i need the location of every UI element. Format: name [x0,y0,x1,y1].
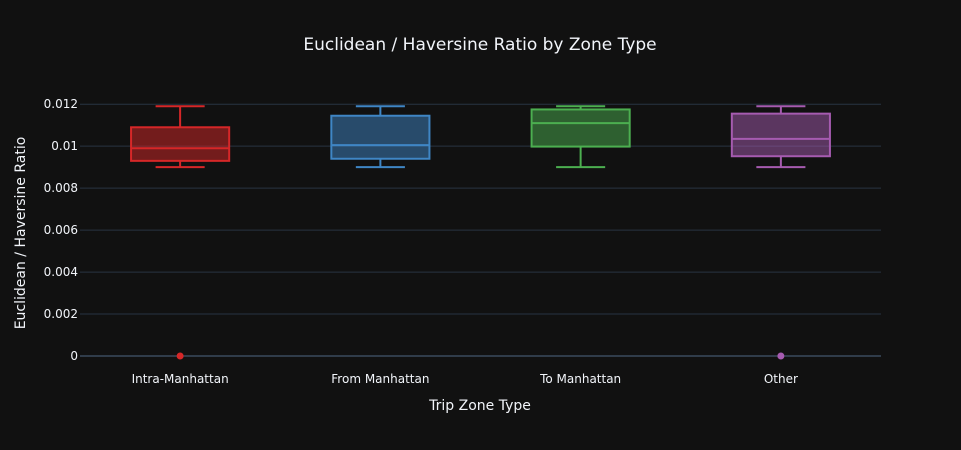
x-tick-label: Other [764,372,798,386]
outlier-point [176,352,184,360]
y-tick-label: 0.004 [44,265,78,279]
box-traces [130,105,831,360]
box-trace [530,105,631,169]
y-tick-labels: 0 0.002 0.004 0.006 0.008 0.01 0.012 [44,97,78,363]
box [330,114,431,160]
box-trace [330,105,431,169]
y-tick-label: 0.008 [44,181,78,195]
x-axis-title: Trip Zone Type [428,398,531,414]
outlier-point [777,352,785,360]
box-trace [730,105,831,360]
y-tick-label: 0 [70,349,78,363]
x-tick-label: Intra-Manhattan [132,372,229,386]
box [530,108,631,148]
x-tick-label: From Manhattan [331,372,429,386]
y-tick-label: 0.006 [44,223,78,237]
x-tick-labels: Intra-Manhattan From Manhattan To Manhatta… [132,372,798,386]
y-tick-label: 0.01 [51,139,78,153]
y-axis-title: Euclidean / Haversine Ratio [13,137,29,330]
box [130,126,231,162]
x-tick-label: To Manhattan [539,372,621,386]
y-tick-label: 0.012 [44,97,78,111]
chart-title: Euclidean / Haversine Ratio by Zone Type [303,35,656,55]
box [730,112,831,158]
box-trace [130,105,231,360]
y-tick-label: 0.002 [44,307,78,321]
